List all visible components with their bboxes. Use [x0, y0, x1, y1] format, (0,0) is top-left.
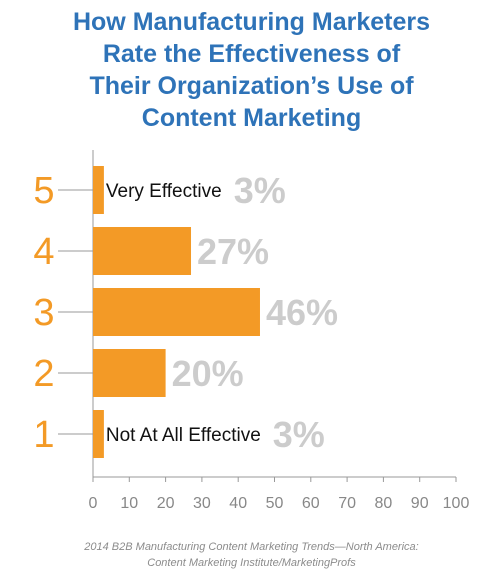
x-tick-label: 80: [375, 495, 393, 512]
chart-title-line: How Manufacturing Marketers: [72, 8, 430, 36]
x-tick-label: 50: [266, 495, 284, 512]
category-description: Very Effective: [106, 181, 222, 202]
source-line: Content Marketing Institute/MarketingPro…: [147, 557, 356, 569]
value-label: 20%: [172, 353, 244, 394]
rating-label: 1: [33, 414, 54, 456]
value-label: 46%: [266, 292, 338, 333]
rating-label: 3: [33, 292, 54, 334]
bar: [93, 166, 104, 214]
value-label: 3%: [234, 170, 286, 211]
source-line: 2014 B2B Manufacturing Content Marketing…: [84, 541, 419, 553]
bar: [93, 288, 260, 336]
chart-title-line: Rate the Effectiveness of: [102, 40, 401, 68]
rating-label: 2: [33, 353, 54, 395]
rating-label: 4: [33, 231, 54, 273]
x-tick-label: 20: [157, 495, 175, 512]
bar: [93, 349, 166, 397]
bar: [93, 410, 104, 458]
value-label: 27%: [197, 231, 269, 272]
x-tick-label: 90: [411, 495, 429, 512]
x-tick-label: 40: [229, 495, 247, 512]
chart-title: How Manufacturing Marketers Rate the Eff…: [0, 6, 503, 134]
bar: [93, 227, 192, 275]
source-note: 2014 B2B Manufacturing Content Marketing…: [0, 539, 503, 571]
value-label: 3%: [273, 414, 325, 455]
x-tick-label: 0: [89, 495, 98, 512]
x-tick-label: 100: [443, 495, 470, 512]
x-tick-label: 60: [302, 495, 320, 512]
x-tick-label: 30: [193, 495, 211, 512]
rating-label: 5: [33, 170, 54, 212]
x-tick-label: 10: [120, 495, 138, 512]
chart-title-line: Their Organization’s Use of: [89, 72, 414, 100]
chart-title-line: Content Marketing: [141, 104, 362, 132]
category-description: Not At All Effective: [106, 425, 261, 446]
x-tick-label: 70: [338, 495, 356, 512]
